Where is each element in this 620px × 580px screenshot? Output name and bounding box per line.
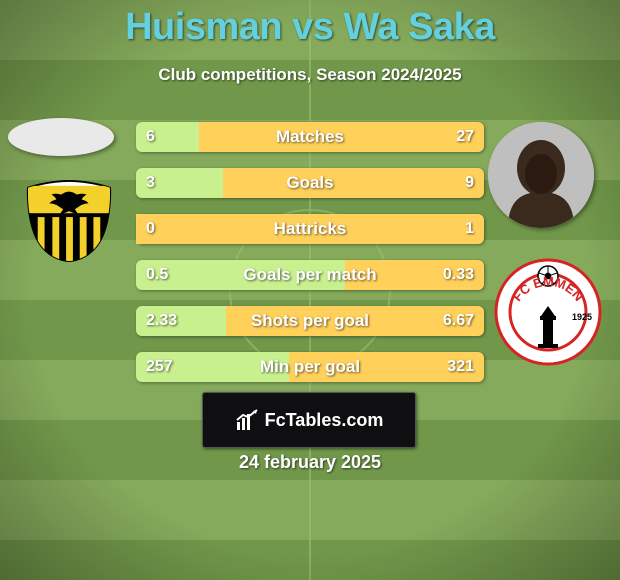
stat-value-right: 321 <box>447 358 474 376</box>
stat-value-right: 27 <box>456 128 474 146</box>
stat-value-right: 6.67 <box>443 312 474 330</box>
stat-label: Shots per goal <box>136 311 484 331</box>
stat-row: 2.33 Shots per goal 6.67 <box>136 306 484 336</box>
brand-text: FcTables.com <box>265 410 384 431</box>
stat-label: Hattricks <box>136 219 484 239</box>
brand-box[interactable]: FcTables.com <box>202 392 416 448</box>
stats-area: 6 Matches 27 3 Goals 9 0 Hattricks 1 0.5… <box>136 122 484 398</box>
stat-label: Matches <box>136 127 484 147</box>
fctables-logo-icon <box>235 408 259 432</box>
emmen-founded: 1925 <box>572 312 592 322</box>
stat-value-right: 9 <box>465 174 474 192</box>
stat-value-right: 1 <box>465 220 474 238</box>
stat-row: 0 Hattricks 1 <box>136 214 484 244</box>
stat-row: 0.5 Goals per match 0.33 <box>136 260 484 290</box>
player-right-avatar <box>488 122 594 228</box>
stat-row: 3 Goals 9 <box>136 168 484 198</box>
date-text: 24 february 2025 <box>0 452 620 473</box>
page-title: Huisman vs Wa Saka <box>0 0 620 49</box>
stat-row: 6 Matches 27 <box>136 122 484 152</box>
player-silhouette-icon <box>488 122 594 228</box>
page-subtitle: Club competitions, Season 2024/2025 <box>0 65 620 85</box>
club-left-badge <box>20 178 118 264</box>
vitesse-shield-icon <box>20 178 118 264</box>
stat-row: 257 Min per goal 321 <box>136 352 484 382</box>
stat-label: Goals <box>136 173 484 193</box>
stat-label: Min per goal <box>136 357 484 377</box>
club-right-badge: FC EMMEN 1925 <box>494 258 602 366</box>
emmen-badge-icon: FC EMMEN 1925 <box>494 258 602 366</box>
stat-value-right: 0.33 <box>443 266 474 284</box>
stat-label: Goals per match <box>136 265 484 285</box>
page: Huisman vs Wa Saka Club competitions, Se… <box>0 0 620 580</box>
player-left-avatar <box>8 118 114 156</box>
